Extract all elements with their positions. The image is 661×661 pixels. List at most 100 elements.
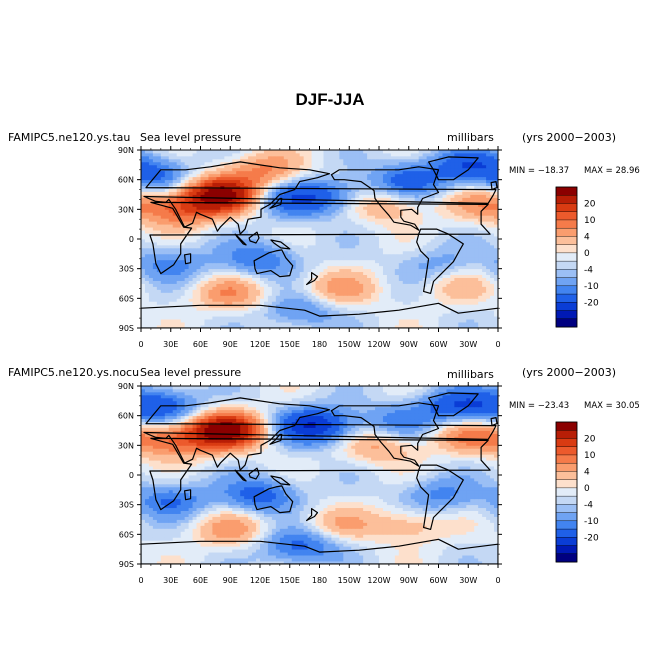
field-cell xyxy=(263,319,269,323)
field-cell xyxy=(474,286,479,290)
field-cell xyxy=(283,289,289,293)
field-cell xyxy=(141,256,146,261)
field-cell xyxy=(490,236,495,240)
field-cell xyxy=(466,212,471,216)
field-cell xyxy=(426,247,431,252)
field-cell xyxy=(275,215,281,219)
field-cell xyxy=(188,277,193,281)
field-cell xyxy=(434,182,439,186)
field-cell xyxy=(343,230,348,234)
field-cell xyxy=(434,307,439,311)
field-cell xyxy=(323,179,328,184)
field-cell xyxy=(398,313,404,317)
field-cell xyxy=(430,197,435,201)
field-cell xyxy=(490,247,495,252)
field-cell xyxy=(486,280,491,284)
field-cell xyxy=(331,271,336,275)
field-cell xyxy=(323,182,328,186)
field-cell xyxy=(386,322,392,326)
field-cell xyxy=(327,224,332,228)
field-cell xyxy=(351,274,356,278)
field-cell xyxy=(319,250,324,255)
field-cell xyxy=(371,316,376,320)
field-cell xyxy=(438,283,443,287)
field-cell xyxy=(216,209,221,213)
field-cell xyxy=(184,322,189,326)
field-cell xyxy=(228,313,233,317)
field-cell xyxy=(216,274,221,278)
field-cell xyxy=(367,280,372,284)
field-cell xyxy=(172,310,178,314)
field-cell xyxy=(494,253,498,258)
field-cell xyxy=(375,250,380,255)
field-cell xyxy=(339,194,344,198)
field-cell xyxy=(394,307,400,311)
field-cell xyxy=(490,170,495,175)
field-cell xyxy=(176,247,182,252)
field-cell xyxy=(434,197,439,201)
field-cell xyxy=(454,313,459,317)
field-cell xyxy=(256,310,261,314)
field-cell xyxy=(260,170,265,175)
field-cell xyxy=(248,215,253,219)
field-cell xyxy=(490,230,495,234)
field-cell xyxy=(252,310,257,314)
field-cell xyxy=(220,221,225,225)
field-cell xyxy=(244,170,249,175)
field-cell xyxy=(271,206,277,210)
field-cell xyxy=(232,236,237,240)
field-cell xyxy=(359,298,364,302)
field-cell xyxy=(291,206,297,210)
field-cell xyxy=(422,239,427,243)
field-cell xyxy=(220,224,225,228)
field-cell xyxy=(482,197,487,201)
field-cell xyxy=(164,310,170,314)
field-cell xyxy=(382,200,388,204)
field-cell xyxy=(180,173,186,178)
field-cell xyxy=(490,256,495,261)
field-cell xyxy=(474,179,479,184)
field-cell xyxy=(462,265,467,270)
field-cell xyxy=(379,215,384,219)
field-cell xyxy=(148,215,154,219)
field-cell xyxy=(478,215,483,219)
field-cell xyxy=(490,167,495,172)
field-cell xyxy=(263,271,269,275)
field-cell xyxy=(382,298,388,302)
field-cell xyxy=(299,307,305,311)
field-cell xyxy=(275,250,281,255)
field-cell xyxy=(430,286,435,290)
field-cell xyxy=(252,164,257,169)
field-cell xyxy=(390,236,396,240)
field-cell xyxy=(363,188,368,192)
field-cell xyxy=(307,182,312,186)
field-cell xyxy=(327,179,332,184)
field-cell xyxy=(351,304,356,308)
field-cell xyxy=(232,247,237,252)
field-cell xyxy=(144,176,150,181)
field-cell xyxy=(192,310,197,314)
field-cell xyxy=(283,313,289,317)
field-cell xyxy=(410,212,416,216)
field-cell xyxy=(367,244,372,249)
field-cell xyxy=(438,182,443,186)
field-cell xyxy=(430,221,435,225)
field-cell xyxy=(347,221,352,225)
field-cell xyxy=(343,170,348,175)
field-cell xyxy=(386,262,392,267)
field-cell xyxy=(180,274,186,278)
field-cell xyxy=(176,253,182,258)
field-cell xyxy=(347,262,352,267)
field-cell xyxy=(260,203,265,207)
field-cell xyxy=(426,283,431,287)
field-cell xyxy=(410,292,416,296)
field-cell xyxy=(466,271,471,275)
field-cell xyxy=(240,307,245,311)
field-cell xyxy=(426,277,431,281)
field-cell xyxy=(478,179,483,184)
field-cell xyxy=(371,236,376,240)
field-cell xyxy=(355,221,360,225)
field-cell xyxy=(327,283,332,287)
field-cell xyxy=(224,304,229,308)
field-cell xyxy=(283,271,289,275)
